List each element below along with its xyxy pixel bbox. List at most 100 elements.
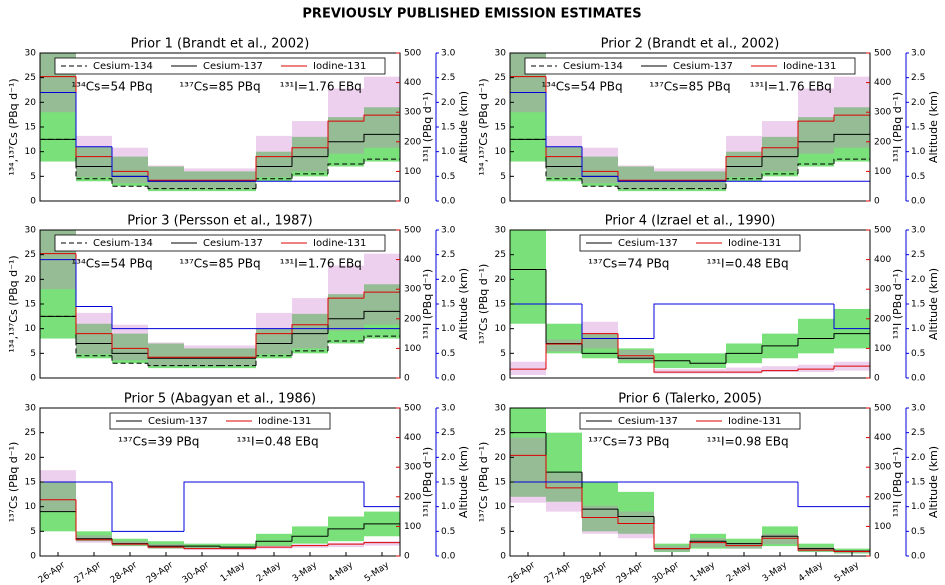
uncertainty-band: [690, 168, 726, 190]
step-line: [111, 539, 148, 545]
step-line: [291, 545, 328, 548]
uncertainty-band: [690, 353, 726, 369]
uncertainty-band: [582, 505, 618, 534]
y-tick-label: 10: [25, 147, 37, 157]
y2-tick-label: 300: [404, 108, 421, 118]
figure-title: PREVIOUSLY PUBLISHED EMISSION ESTIMATES: [302, 7, 641, 22]
y2-tick-label: 500: [874, 404, 891, 414]
altitude-line: [797, 482, 834, 508]
legend-label: Cesium-137: [618, 416, 678, 427]
step-line: [327, 163, 364, 174]
y2-tick-label: 100: [404, 167, 421, 177]
y-axis-label: ¹³⁴,¹³⁷Cs (PBq d⁻¹): [7, 78, 20, 175]
y3-tick-label: 0.0: [441, 197, 456, 207]
step-line: [363, 291, 400, 299]
step-line: [617, 333, 654, 357]
y3-tick-label: 1.0: [911, 324, 926, 334]
y-axis-label: ¹³⁴,¹³⁷Cs (PBq d⁻¹): [7, 255, 20, 352]
step-line: [363, 133, 400, 142]
legend-label: Cesium-137: [673, 61, 733, 72]
uncertainty-band: [148, 166, 184, 192]
uncertainty-band: [256, 533, 292, 547]
y3-tick-label: 2.5: [441, 428, 455, 438]
legend-box: [54, 57, 386, 75]
x-tick-label: 4-May: [797, 560, 826, 584]
step-line: [111, 178, 148, 187]
y2-axis-label: ¹³¹I (PBq d⁻¹): [891, 447, 904, 517]
x-tick-label: 2-May: [255, 560, 284, 584]
uncertainty-band: [798, 543, 834, 553]
uncertainty-band: [618, 165, 654, 190]
y3-tick-label: 1.5: [441, 300, 455, 310]
y-axis-label: ¹³⁷Cs (PBq d⁻¹): [477, 264, 490, 345]
y3-tick-label: 0.5: [911, 527, 925, 537]
y3-tick-label: 2.0: [441, 98, 456, 108]
annotation: ¹³¹I=1.76 EBq: [750, 80, 832, 94]
step-line: [653, 355, 690, 373]
y-tick-label: 20: [495, 98, 507, 108]
panel-title: Prior 1 (Brandt et al., 2002): [131, 37, 310, 52]
legend-label: Cesium-134: [93, 61, 153, 72]
y-tick-label: 20: [25, 453, 37, 463]
step-line: [327, 120, 364, 148]
step-line: [797, 538, 834, 551]
y-tick-label: 30: [25, 226, 37, 236]
y3-tick-label: 1.5: [441, 478, 455, 488]
y3-tick-label: 3.0: [441, 404, 456, 414]
y3-tick-label: 0.5: [911, 349, 925, 359]
uncertainty-band: [510, 230, 546, 324]
uncertainty-band: [112, 538, 148, 547]
uncertainty-band: [184, 345, 220, 367]
y-tick-label: 25: [25, 428, 36, 438]
y3-axis-label: Altitude (km): [457, 268, 470, 340]
y-tick-label: 0: [30, 374, 36, 384]
step-line: [689, 542, 726, 549]
y-tick-label: 5: [30, 172, 36, 182]
uncertainty-band: [762, 121, 798, 172]
annotation: ¹³⁴Cs=54 PBq: [541, 80, 622, 94]
y-tick-label: 0: [500, 552, 506, 562]
step-line: [291, 324, 328, 334]
annotation: ¹³⁷Cs=85 PBq: [179, 257, 260, 271]
step-line: [363, 158, 400, 164]
uncertainty-band: [762, 533, 798, 545]
uncertainty-band: [220, 345, 256, 367]
uncertainty-band: [726, 367, 762, 374]
y-tick-label: 20: [495, 453, 507, 463]
legend-box: [579, 412, 801, 430]
uncertainty-band: [618, 349, 654, 361]
step-line: [183, 547, 220, 550]
step-line: [581, 343, 618, 354]
uncertainty-band: [654, 369, 690, 374]
y2-tick-label: 400: [874, 433, 891, 443]
y-tick-label: 10: [495, 324, 507, 334]
x-tick-label: 27-Apr: [543, 560, 574, 585]
y2-tick-label: 100: [874, 344, 891, 354]
y-tick-label: 15: [25, 300, 36, 310]
uncertainty-band: [364, 76, 400, 148]
altitude-line: [545, 92, 582, 148]
y-tick-label: 10: [25, 502, 37, 512]
altitude-line: [833, 304, 870, 330]
y-tick-label: 0: [500, 197, 506, 207]
altitude-line: [111, 306, 148, 330]
y3-tick-label: 2.0: [911, 98, 926, 108]
y3-tick-label: 3.0: [911, 49, 926, 59]
altitude-line: [111, 146, 148, 177]
step-line: [363, 114, 400, 122]
uncertainty-band: [618, 491, 654, 534]
step-line: [147, 348, 184, 358]
step-line: [327, 297, 364, 325]
y-tick-label: 20: [495, 275, 507, 285]
uncertainty-band: [292, 121, 328, 172]
step-line: [725, 156, 762, 181]
y-tick-label: 30: [495, 226, 507, 236]
y3-axis-label: Altitude (km): [927, 446, 940, 518]
legend-label: Cesium-134: [563, 61, 623, 72]
annotation: ¹³¹I=1.76 EBq: [280, 257, 362, 271]
step-line: [219, 546, 256, 548]
uncertainty-band: [220, 543, 256, 549]
step-line: [147, 544, 184, 548]
